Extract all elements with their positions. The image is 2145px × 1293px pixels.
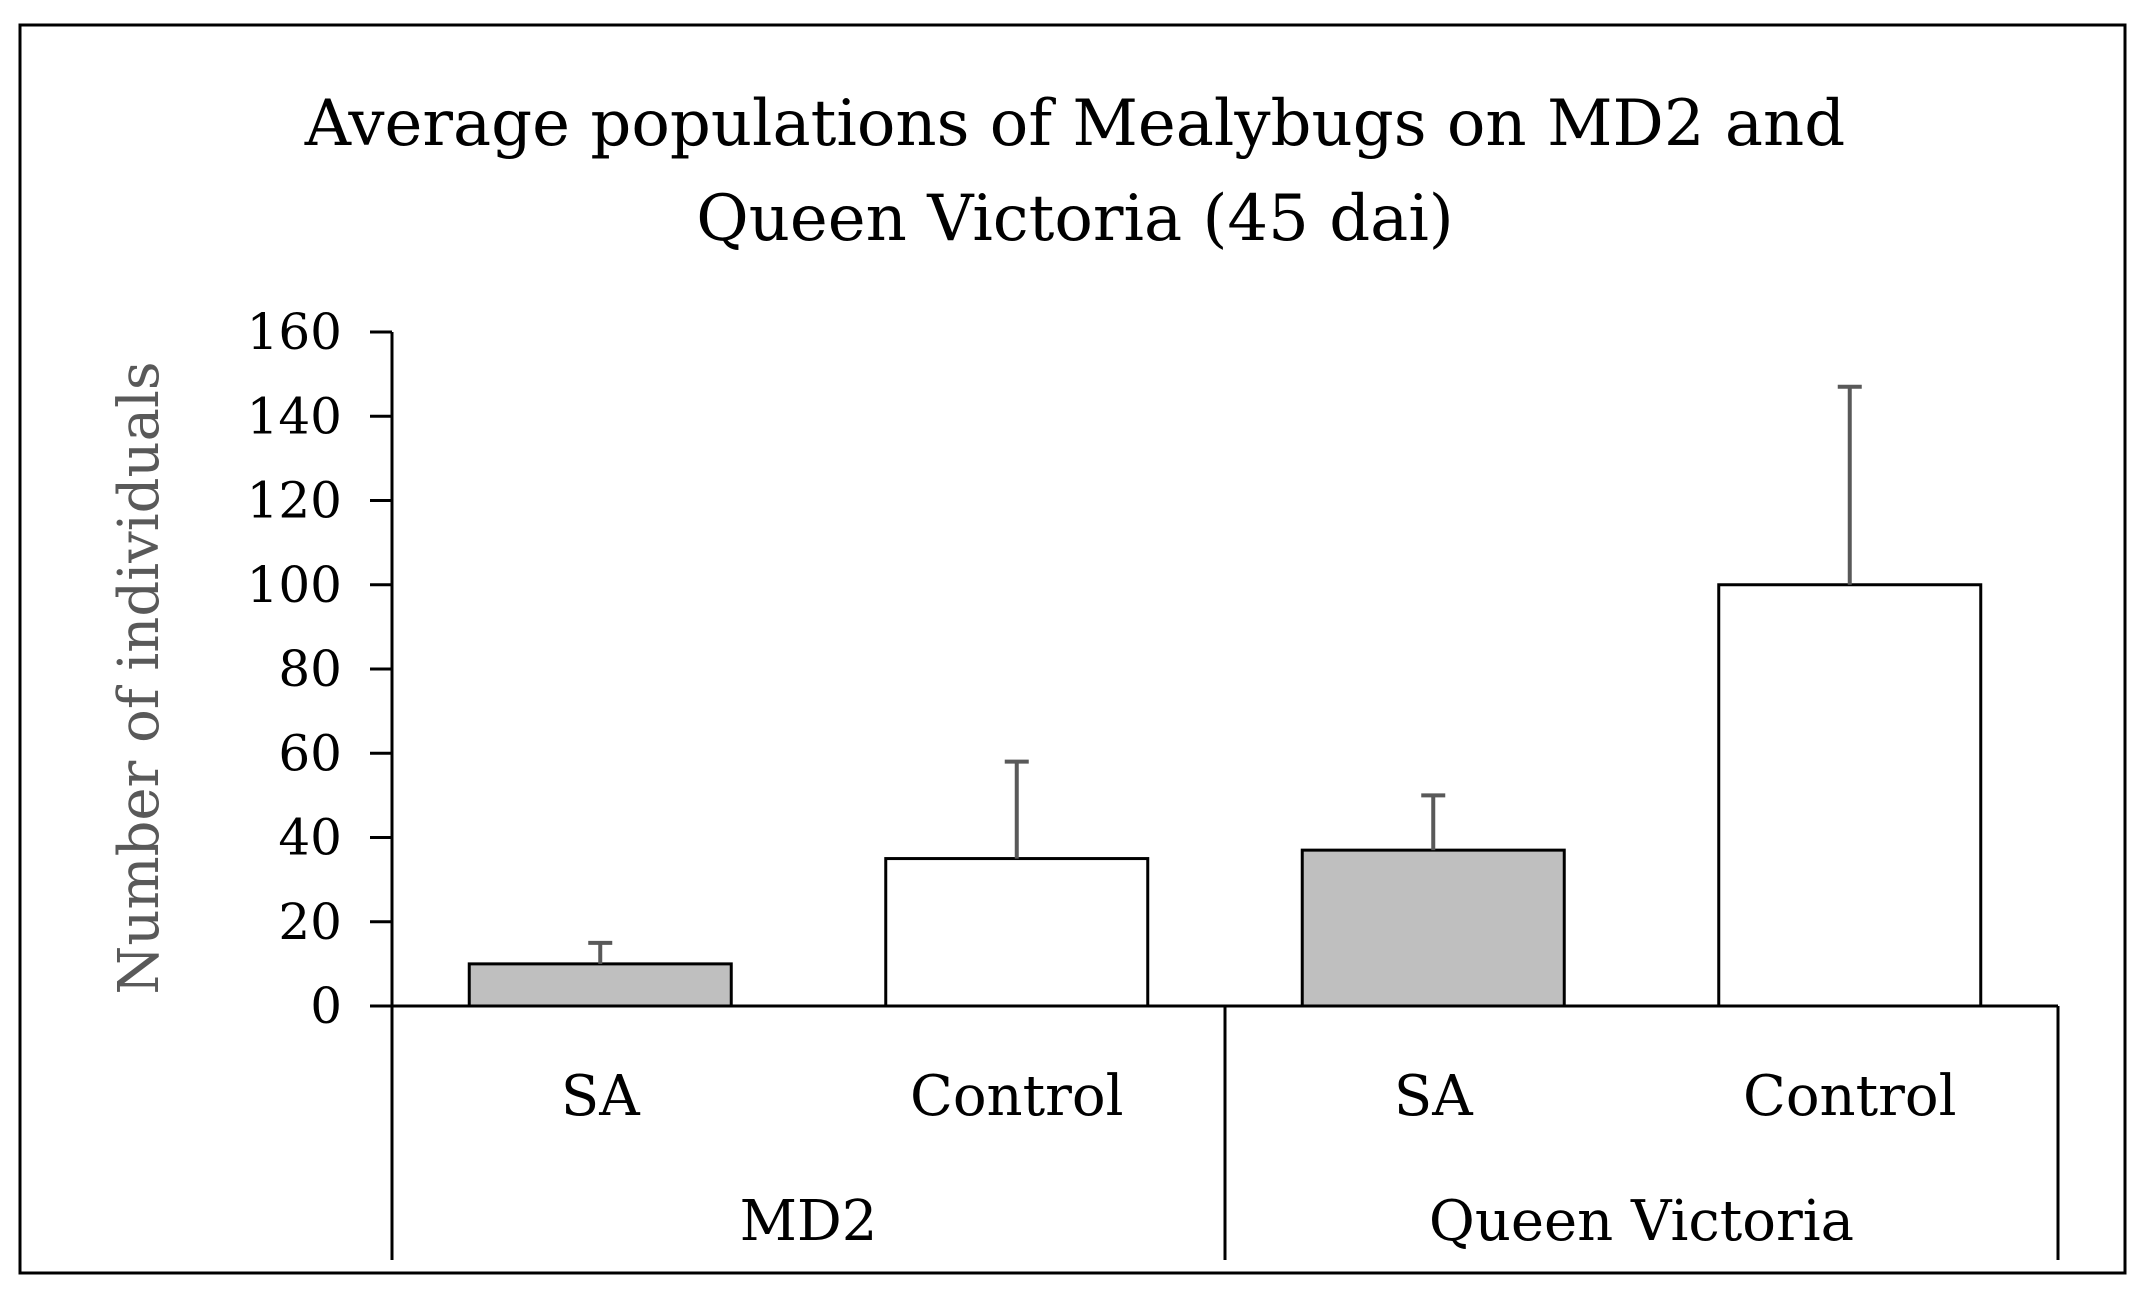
y-tick-label: 40 — [278, 809, 342, 867]
plot-area: 0 20 40 60 80 100 120 140 160 SA Control MD2 SA Contr… — [247, 303, 2060, 1260]
chart-title-line-2: Queen Victoria (45 dai) — [696, 182, 1454, 256]
x-category-label: SA — [561, 1064, 640, 1129]
y-tick-label: 80 — [278, 640, 342, 698]
bar — [884, 857, 1150, 1008]
y-tick-label: 60 — [278, 724, 342, 782]
y-tick-label: 20 — [278, 893, 342, 951]
y-axis-title: Number of individuals — [107, 361, 172, 994]
x-category-label: SA — [1394, 1064, 1473, 1129]
chart-title-line-1: Average populations of Mealybugs on MD2 … — [304, 87, 1845, 161]
y-tick-label: 160 — [247, 303, 342, 361]
x-group-label: MD2 — [740, 1189, 878, 1254]
bar — [467, 962, 733, 1008]
y-tick-label: 140 — [247, 387, 342, 445]
x-category-label: Control — [910, 1064, 1124, 1129]
y-tick-label: 0 — [310, 977, 342, 1035]
bar — [1717, 583, 1983, 1008]
bar — [1300, 848, 1566, 1008]
x-group-label: Queen Victoria — [1429, 1189, 1854, 1254]
y-tick-label: 120 — [247, 472, 342, 530]
y-tick-label: 100 — [247, 556, 342, 614]
x-category-label: Control — [1743, 1064, 1957, 1129]
